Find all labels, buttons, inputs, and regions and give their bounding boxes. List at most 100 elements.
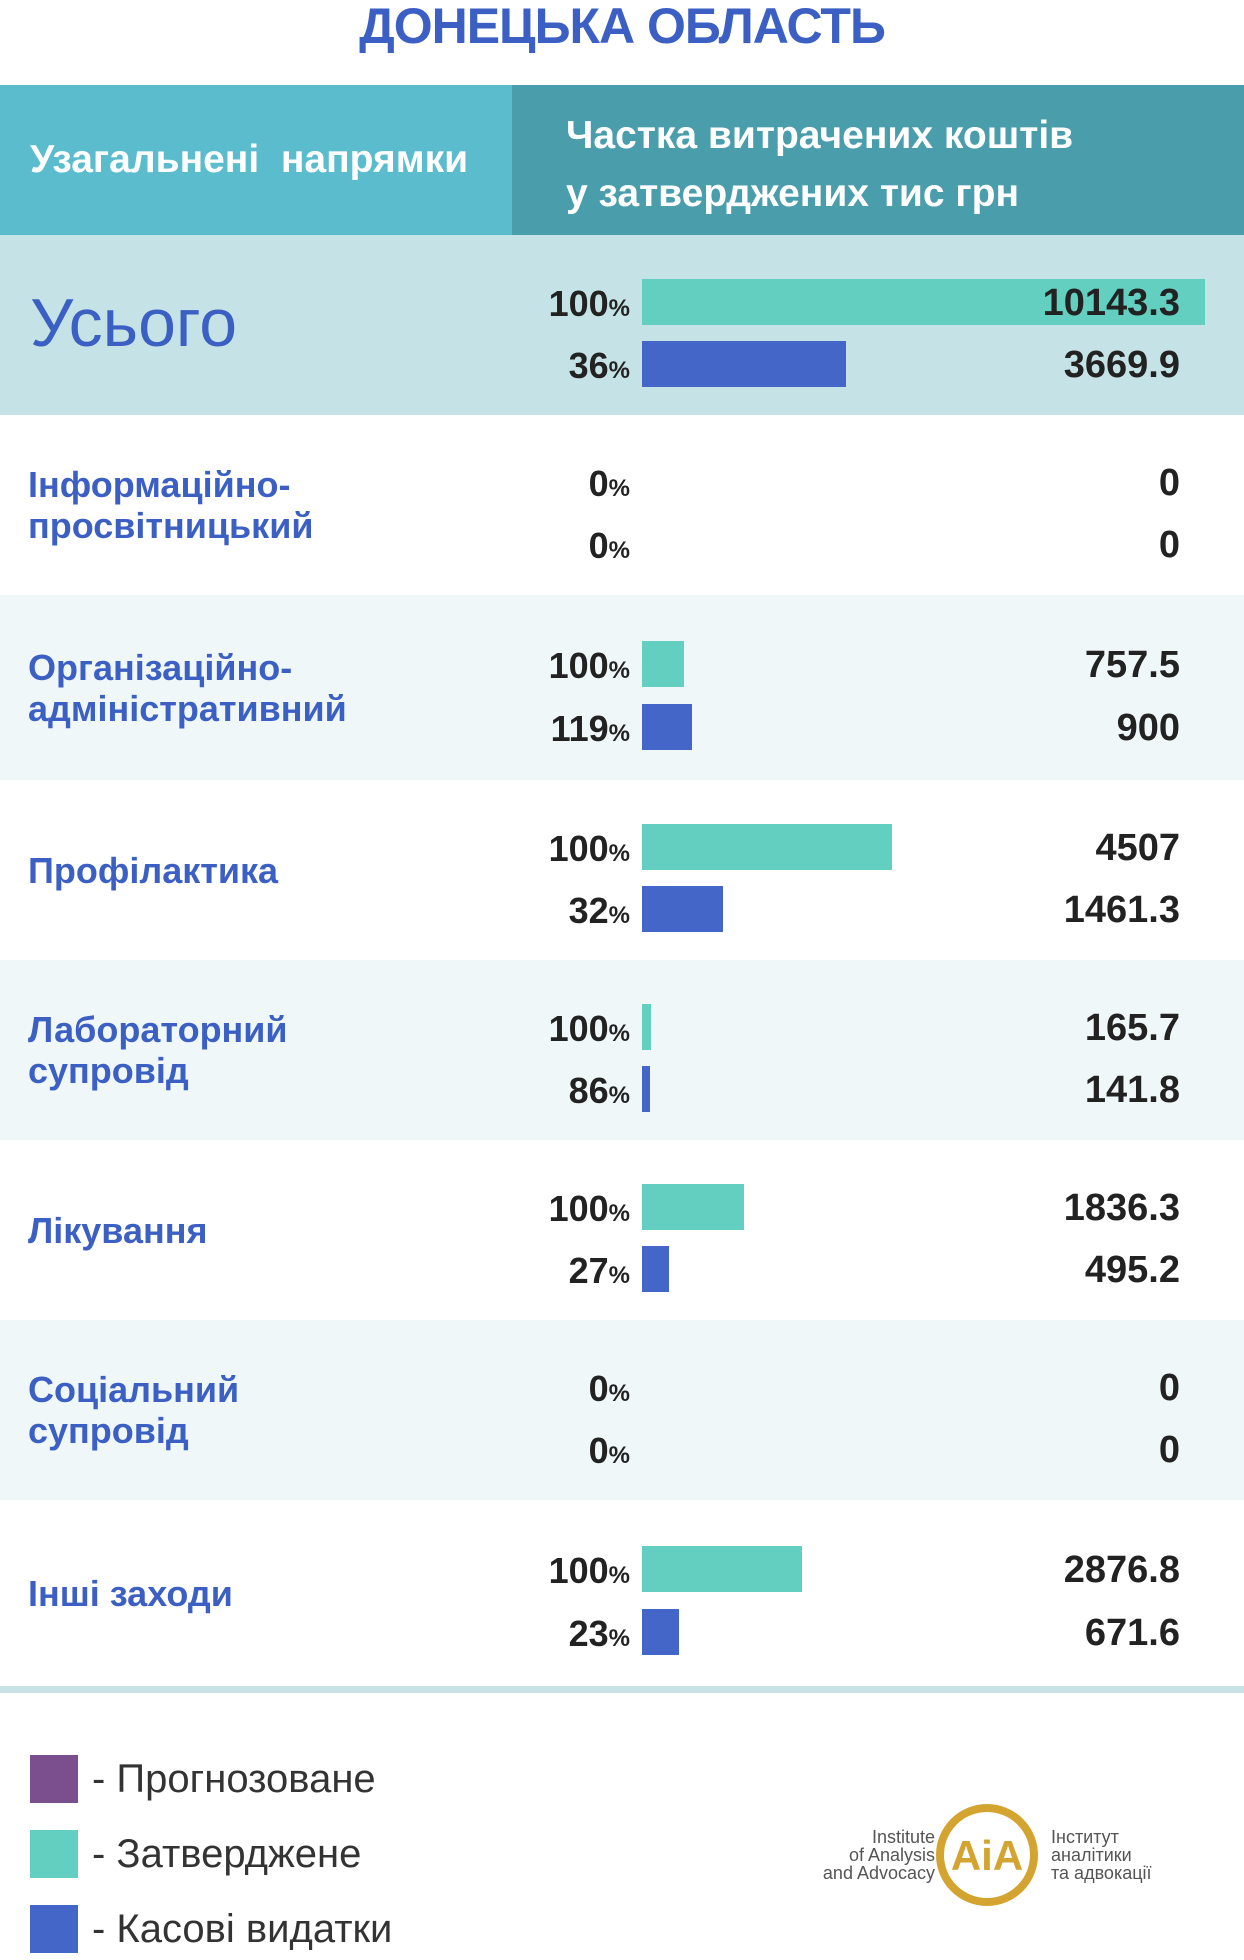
page-title: ДОНЕЦЬКА ОБЛАСТЬ	[359, 0, 886, 54]
spent-bar	[642, 341, 846, 387]
chart-row: Лабораторний супровід 100% 165.7 86% 141.8	[0, 960, 1244, 1140]
approved-percent: 100%	[500, 283, 630, 325]
header-directions: Узагальнені напрямки	[0, 85, 512, 235]
spent-percent: 36%	[500, 345, 630, 387]
percent-value: 119	[550, 708, 609, 749]
chart-row: Інформаційно- просвітницький 0% 0 0% 0	[0, 415, 1244, 595]
percent-value: 100	[548, 1550, 609, 1591]
approved-bar	[642, 641, 684, 687]
approved-bar	[642, 1546, 802, 1592]
approved-value: 1836.3	[1063, 1187, 1180, 1229]
percent-value: 0	[588, 525, 609, 566]
logo-text-en: Institute of Analysis and Advocacy	[822, 1827, 935, 1883]
spent-percent: 0%	[500, 525, 630, 567]
logo-mark: AiA	[951, 1832, 1023, 1879]
spent-bar	[642, 1609, 679, 1655]
row-label: Усього	[30, 285, 238, 361]
approved-percent: 0%	[500, 1368, 630, 1410]
spent-percent: 23%	[500, 1613, 630, 1655]
percent-unit: %	[608, 1082, 630, 1109]
legend-label: - Касові видатки	[92, 1907, 393, 1951]
percent-value: 100	[548, 1188, 609, 1229]
spent-value: 495.2	[1084, 1249, 1180, 1291]
legend-swatch	[30, 1905, 78, 1953]
spent-bar	[642, 1066, 650, 1112]
percent-value: 86	[568, 1070, 609, 1111]
percent-unit: %	[608, 1020, 630, 1047]
row-label: Лікування	[28, 1210, 208, 1251]
percent-value: 100	[548, 283, 609, 324]
row-label: Лабораторний супровід	[28, 1009, 288, 1091]
percent-unit: %	[608, 1442, 630, 1469]
percent-value: 100	[548, 645, 609, 686]
percent-unit: %	[608, 1562, 630, 1589]
approved-value: 165.7	[1084, 1007, 1180, 1049]
bottom-divider	[0, 1686, 1244, 1693]
approved-percent: 100%	[500, 1550, 630, 1592]
chart-row: Інші заходи 100% 2876.8 23% 671.6	[0, 1500, 1244, 1686]
chart-row: Усього 100% 10143.3 36% 3669.9	[0, 235, 1244, 415]
chart-row: Соціальний супровід 0% 0 0% 0	[0, 1320, 1244, 1500]
row-label: Організаційно- адміністративний	[28, 647, 347, 729]
chart-row: Профілактика 100% 4507 32% 1461.3	[0, 780, 1244, 960]
approved-bar	[642, 824, 892, 870]
percent-value: 0	[588, 1430, 609, 1471]
approved-percent: 100%	[500, 828, 630, 870]
spent-value: 3669.9	[1063, 344, 1180, 386]
percent-value: 27	[568, 1250, 609, 1291]
percent-unit: %	[608, 537, 630, 564]
percent-unit: %	[608, 475, 630, 502]
row-label: Профілактика	[28, 850, 279, 891]
percent-unit: %	[608, 720, 630, 747]
spent-bar	[642, 1246, 669, 1292]
percent-unit: %	[608, 1380, 630, 1407]
approved-percent: 100%	[500, 645, 630, 687]
percent-unit: %	[608, 902, 630, 929]
aia-logo: Institute of Analysis and Advocacy AiA І…	[808, 1800, 1168, 1910]
percent-unit: %	[608, 840, 630, 867]
legend-swatch	[30, 1830, 78, 1878]
percent-value: 36	[568, 345, 609, 386]
spent-percent: 27%	[500, 1250, 630, 1292]
spent-value: 1461.3	[1063, 889, 1180, 931]
legend-label: - Прогнозоване	[92, 1757, 376, 1801]
spent-percent: 32%	[500, 890, 630, 932]
spent-bar	[642, 704, 692, 750]
approved-percent: 0%	[500, 463, 630, 505]
spent-value: 0	[1158, 524, 1180, 566]
approved-value: 4507	[1095, 827, 1180, 869]
approved-value: 10143.3	[1042, 282, 1180, 324]
approved-value: 2876.8	[1063, 1549, 1180, 1591]
percent-unit: %	[608, 657, 630, 684]
approved-bar	[642, 1004, 651, 1050]
chart-row: Організаційно- адміністративний 100% 757.5…	[0, 595, 1244, 780]
aia-logo-icon: AiA	[936, 1804, 1038, 1906]
percent-unit: %	[608, 357, 630, 384]
header-share: Частка витрачених коштів у затверджених …	[512, 85, 1244, 235]
header-share-line1: Частка витрачених коштів	[566, 114, 1074, 157]
row-label: Соціальний супровід	[28, 1369, 240, 1451]
percent-unit: %	[608, 295, 630, 322]
percent-value: 0	[588, 1368, 609, 1409]
approved-value: 0	[1158, 462, 1180, 504]
legend-label: - Затверджене	[92, 1832, 362, 1876]
table-header: Узагальнені напрямки Частка витрачених к…	[0, 85, 1244, 235]
percent-value: 100	[548, 828, 609, 869]
percent-value: 23	[568, 1613, 609, 1654]
approved-bar	[642, 1184, 744, 1230]
spent-value: 900	[1116, 707, 1180, 749]
chart-row: Лікування 100% 1836.3 27% 495.2	[0, 1140, 1244, 1320]
percent-value: 0	[588, 463, 609, 504]
spent-percent: 119%	[500, 708, 630, 750]
percent-value: 100	[548, 1008, 609, 1049]
percent-unit: %	[608, 1262, 630, 1289]
row-label: Інформаційно- просвітницький	[28, 464, 314, 546]
row-label: Інші заходи	[28, 1573, 233, 1614]
percent-unit: %	[608, 1625, 630, 1652]
spent-percent: 0%	[500, 1430, 630, 1472]
spent-value: 141.8	[1084, 1069, 1180, 1111]
spent-bar	[642, 886, 723, 932]
logo-text-ua: Інститут аналітики та адвокації	[1051, 1827, 1152, 1883]
approved-value: 0	[1158, 1367, 1180, 1409]
approved-percent: 100%	[500, 1008, 630, 1050]
